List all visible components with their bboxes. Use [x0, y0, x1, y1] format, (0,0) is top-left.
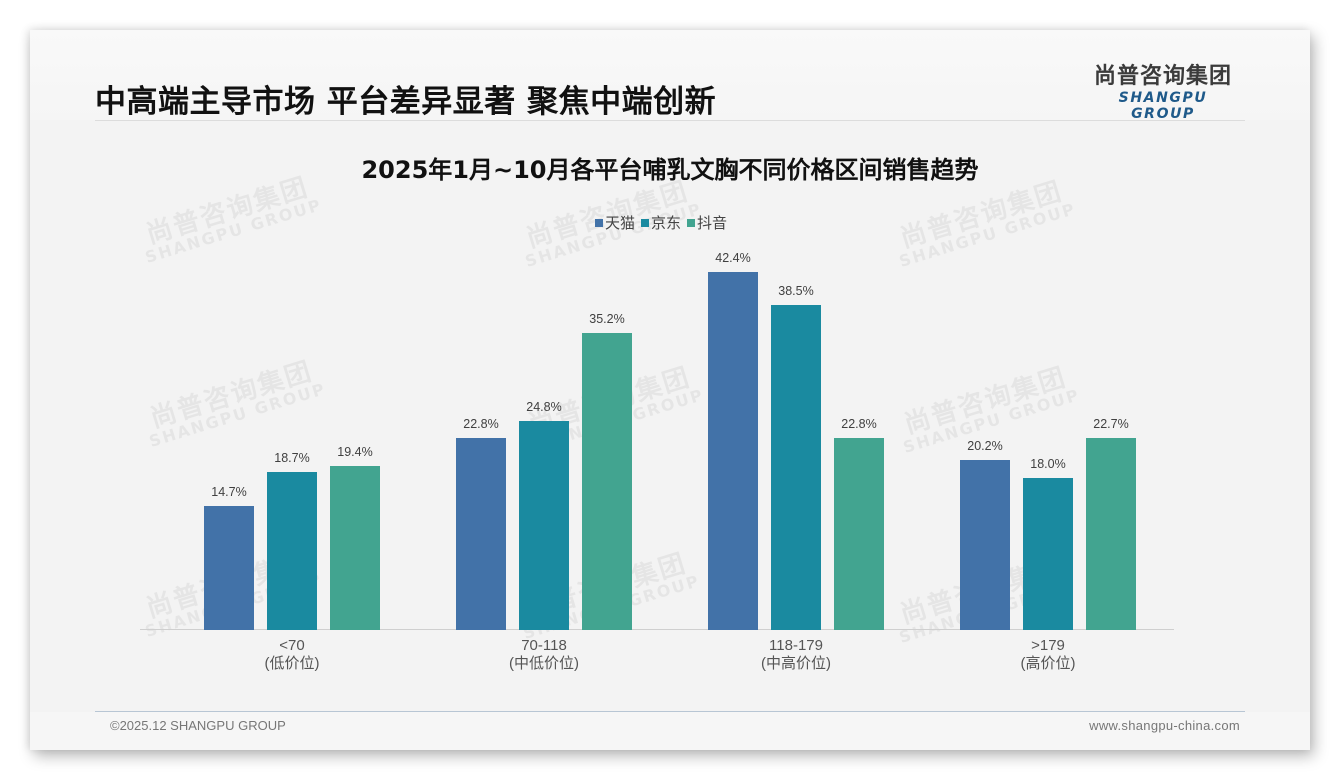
price-tier-label: (高价位) — [1020, 655, 1076, 672]
data-label: 14.7% — [211, 484, 247, 499]
chart-legend: 天猫 京东 抖音 — [595, 212, 727, 233]
header-band — [30, 30, 1310, 120]
legend-item-jd: 京东 — [641, 212, 681, 233]
bar-douyin-0 — [330, 466, 380, 630]
data-label: 20.2% — [967, 438, 1003, 453]
footer-copyright: ©2025.12 SHANGPU GROUP — [110, 718, 286, 733]
price-tier-label: (低价位) — [264, 655, 320, 672]
data-label: 38.5% — [778, 284, 814, 299]
data-label: 42.4% — [715, 251, 751, 266]
bar-douyin-1 — [582, 332, 632, 630]
data-label: 35.2% — [589, 311, 625, 326]
bar-tmall-3 — [960, 459, 1010, 630]
logo-english-name: SHANGPU GROUP — [1118, 90, 1208, 122]
bar-douyin-2 — [834, 437, 884, 630]
slide: 中高端主导市场 平台差异显著 聚焦中端创新 尚普咨询集团 SHANGPU GRO… — [30, 30, 1310, 750]
data-label: 18.7% — [274, 451, 310, 466]
bar-jd-1 — [519, 420, 569, 630]
x-axis-category-label: 118-179 (中高价位) — [716, 637, 876, 673]
bar-tmall-0 — [204, 505, 254, 630]
legend-label: 京东 — [651, 215, 682, 232]
legend-label: 天猫 — [605, 215, 636, 232]
bar-douyin-3 — [1086, 438, 1136, 630]
data-label: 24.8% — [526, 399, 562, 414]
legend-swatch-icon — [595, 218, 603, 227]
price-range-label: 118-179 — [769, 637, 823, 654]
bar-jd-2 — [771, 305, 821, 630]
data-label: 22.8% — [841, 416, 877, 431]
bar-jd-0 — [267, 472, 317, 630]
logo-chinese-name: 尚普咨询集团 — [1093, 64, 1232, 89]
footer-band — [30, 712, 1310, 750]
legend-item-tmall: 天猫 — [595, 212, 635, 233]
chart-title: 2025年1月~10月各平台哺乳文胸不同价格区间销售趋势 — [361, 156, 979, 184]
legend-swatch-icon — [641, 218, 650, 227]
x-axis-line — [140, 629, 1174, 630]
x-axis-category-label: >179 (高价位) — [968, 637, 1128, 673]
bar-chart-plot-area: 14.7% 18.7% 19.4% <70 (低价位) 22.8% 24.8% 35.2% 70… — [140, 230, 1174, 672]
price-range-label: <70 — [279, 637, 305, 654]
x-axis-category-label: 70-118 (中低价位) — [464, 637, 624, 673]
price-tier-label: (中高价位) — [761, 655, 831, 672]
price-range-label: 70-118 — [521, 637, 567, 654]
headline: 中高端主导市场 平台差异显著 聚焦中端创新 — [95, 84, 717, 120]
footer-website: www.shangpu-china.com — [1089, 718, 1240, 733]
data-label: 22.7% — [1093, 417, 1129, 432]
bar-jd-3 — [1023, 478, 1073, 630]
footer-divider — [95, 711, 1245, 712]
data-label: 18.0% — [1030, 457, 1066, 472]
header-divider — [95, 120, 1245, 121]
data-label: 22.8% — [463, 416, 499, 431]
price-range-label: >179 — [1031, 637, 1065, 654]
x-axis-category-label: <70 (低价位) — [212, 637, 372, 673]
bar-tmall-2 — [708, 272, 758, 630]
legend-swatch-icon — [687, 218, 696, 227]
bar-tmall-1 — [456, 437, 506, 630]
legend-label: 抖音 — [697, 215, 728, 232]
data-label: 19.4% — [337, 445, 373, 460]
company-logo: 尚普咨询集团 SHANGPU GROUP — [1088, 64, 1238, 122]
price-tier-label: (中低价位) — [509, 655, 579, 672]
legend-item-douyin: 抖音 — [687, 212, 727, 233]
